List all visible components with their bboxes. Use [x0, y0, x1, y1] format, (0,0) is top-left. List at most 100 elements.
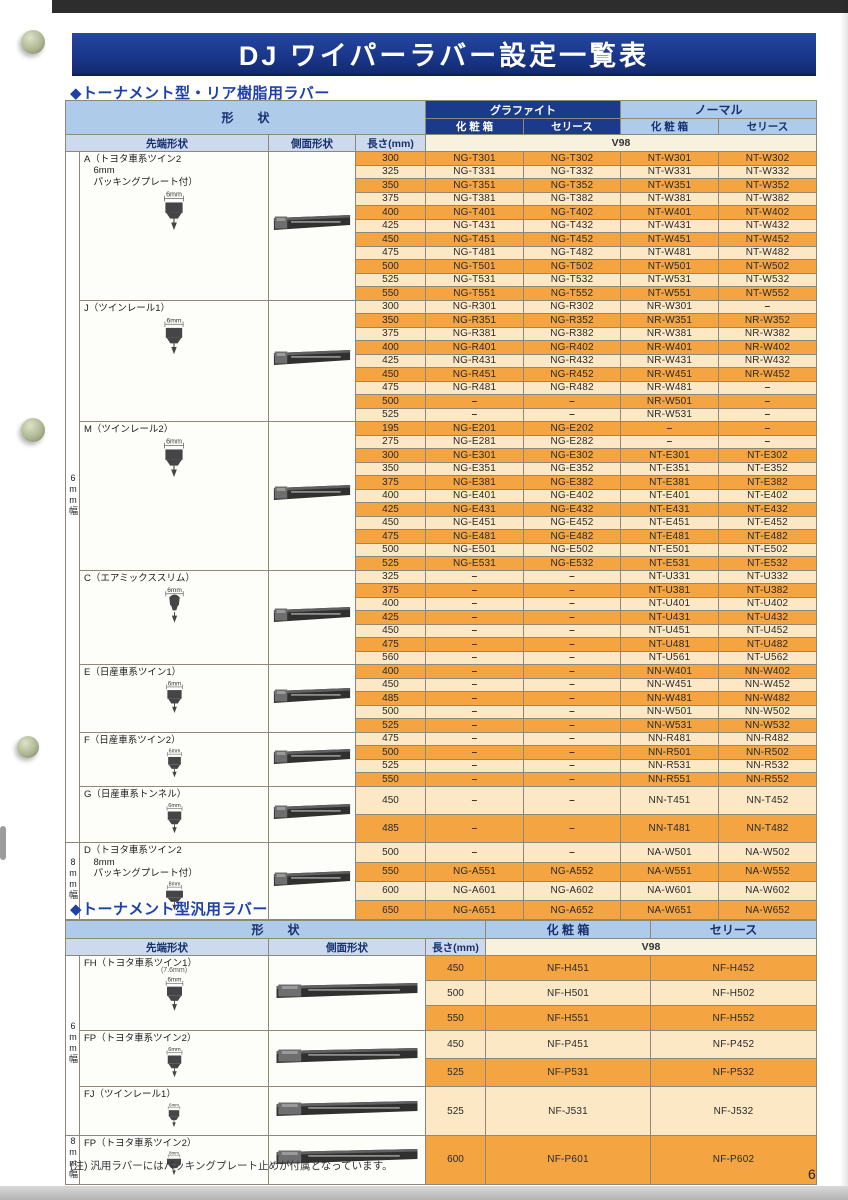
code-cell: NG-E501 — [425, 542, 525, 557]
code-cell: NR-W402 — [718, 340, 818, 355]
punch-hole — [21, 418, 45, 442]
side-profile-icon — [270, 1098, 425, 1125]
code-cell: NF-H502 — [650, 980, 818, 1006]
code-cell: NT-W432 — [718, 218, 818, 233]
table-row: 300 NG-E301 NG-E302 NT-E301 NT-E302 — [66, 448, 818, 463]
svg-text:6mm: 6mm — [168, 749, 180, 755]
code-cell: NF-J532 — [650, 1086, 818, 1136]
length-cell: 325 — [354, 164, 427, 179]
code-cell: NA-W501 — [620, 842, 720, 863]
code-cell: NT-E402 — [718, 488, 818, 503]
length-cell: 400 — [354, 205, 427, 220]
tip-shape-cell: D（トヨタ車系ツイン2 8mm パッキングプレート付） 8mm — [79, 842, 269, 921]
table-row: 525– – NN-R531 NN-R532 — [66, 758, 818, 774]
series-header: セリース — [650, 920, 818, 939]
svg-text:6mm: 6mm — [167, 977, 181, 984]
page-title: DJ ワイパーラバー設定一覧表 — [238, 41, 650, 71]
code-cell: NA-W551 — [620, 861, 720, 882]
code-cell: NG-R301 — [425, 299, 525, 314]
code-cell: NT-E381 — [620, 475, 720, 490]
tip-shape-cell: FJ（ツインレール1） 6mm — [79, 1086, 269, 1136]
code-cell: NR-W401 — [620, 340, 720, 355]
code-cell: NG-T332 — [523, 164, 622, 179]
side-shape-cell — [268, 151, 356, 301]
cross-section-icon: 6mm — [81, 189, 268, 240]
tip-shape-cell: M（ツインレール2） 6mm — [79, 421, 269, 571]
code-cell: NG-R302 — [523, 299, 622, 314]
code-cell: NG-T531 — [425, 272, 525, 287]
code-cell: NF-P532 — [650, 1058, 818, 1088]
code-cell: NN-R552 — [718, 772, 818, 787]
length-header: 長さ(mm) — [424, 938, 487, 956]
title-bar: DJ ワイパーラバー設定一覧表 — [72, 33, 816, 76]
rubber-type-label: FH（トヨタ車系ツイン1） — [84, 958, 197, 969]
empty-cell: – — [718, 434, 818, 449]
code-cell: NG-E281 — [425, 434, 525, 449]
width-band-label: 8mm幅 — [68, 857, 78, 901]
length-cell: 525 — [424, 1058, 487, 1088]
empty-cell: – — [718, 299, 818, 314]
code-cell: NT-W551 — [620, 286, 720, 301]
code-cell: NF-P451 — [485, 1029, 652, 1060]
scan-edge-bottom — [0, 1186, 848, 1200]
code-cell: NG-E402 — [523, 488, 622, 503]
table-row: G（日産車系トンネル） 6mm 450– – NN-T451 NN-T452 — [66, 785, 818, 844]
side-profile-icon — [270, 980, 425, 1007]
code-cell: NN-T451 — [620, 785, 720, 816]
cross-section-icon: 8mm — [81, 880, 268, 918]
code-cell: NG-E532 — [523, 556, 622, 571]
code-cell: NT-U382 — [718, 583, 818, 598]
table-row: 525– – NN-W531 NN-W532 — [66, 718, 818, 733]
code-cell: NT-W382 — [718, 191, 818, 206]
code-cell: NT-W332 — [718, 164, 818, 179]
code-cell: NN-T452 — [718, 785, 818, 816]
length-cell: 300 — [354, 151, 427, 166]
empty-cell: – — [425, 704, 525, 719]
rubber-type-label: M（ツインレール2） — [84, 424, 174, 435]
empty-cell: – — [523, 394, 622, 409]
length-cell: 525 — [354, 407, 427, 422]
empty-cell: – — [425, 623, 525, 638]
width-band-6mm: 6mm幅 — [65, 955, 80, 1136]
length-cell: 400 — [354, 340, 427, 355]
length-cell: 550 — [354, 772, 427, 787]
code-cell: NG-E201 — [425, 421, 525, 436]
code-cell: NG-T452 — [523, 232, 622, 247]
code-cell: NG-E401 — [425, 488, 525, 503]
code-cell: NG-E482 — [523, 529, 622, 544]
table-row: 600 NG-A601 NG-A602 NA-W601 NA-W602 — [66, 880, 818, 902]
length-cell: 525 — [354, 556, 427, 571]
length-cell: 300 — [354, 448, 427, 463]
code-cell: NN-W502 — [718, 704, 818, 719]
table-row: 475 NG-T481 NG-T482 NT-W481 NT-W482 — [66, 245, 818, 260]
code-cell: NT-E532 — [718, 556, 818, 571]
punch-hole — [17, 736, 39, 758]
code-cell: NG-E502 — [523, 542, 622, 557]
table-row: 450– – NT-U451 NT-U452 — [66, 623, 818, 638]
empty-cell: – — [523, 758, 622, 774]
code-cell: NT-U482 — [718, 637, 818, 652]
code-cell: NG-E301 — [425, 448, 525, 463]
code-cell: NG-E381 — [425, 475, 525, 490]
tip-shape-cell: FH（トヨタ車系ツイン1） (7.6mm) 6mm — [79, 955, 269, 1031]
side-profile-icon — [270, 212, 355, 239]
length-cell: 275 — [354, 434, 427, 449]
cross-section-icon: 6mm — [81, 975, 268, 1020]
svg-text:6mm: 6mm — [169, 1102, 179, 1107]
code-cell: NT-W352 — [718, 178, 818, 193]
code-cell: NA-W602 — [718, 880, 818, 902]
graphite-series-header: セリース — [523, 118, 622, 135]
code-cell: NN-W501 — [620, 704, 720, 719]
code-cell: NT-W451 — [620, 232, 720, 247]
length-cell: 485 — [354, 691, 427, 706]
code-cell: NR-W431 — [620, 353, 720, 368]
table-row: 8mm幅 FP（トヨタ車系ツイン2） 8mm 600 NF-P601 NF-P602 — [65, 1134, 818, 1185]
empty-cell: – — [425, 637, 525, 652]
empty-cell: – — [425, 758, 525, 774]
length-cell: 500 — [354, 542, 427, 557]
empty-cell: – — [425, 394, 525, 409]
code-cell: NN-R482 — [718, 731, 818, 747]
scan-edge-top — [52, 0, 848, 13]
code-cell: NN-W481 — [620, 691, 720, 706]
length-cell: 500 — [354, 745, 427, 760]
